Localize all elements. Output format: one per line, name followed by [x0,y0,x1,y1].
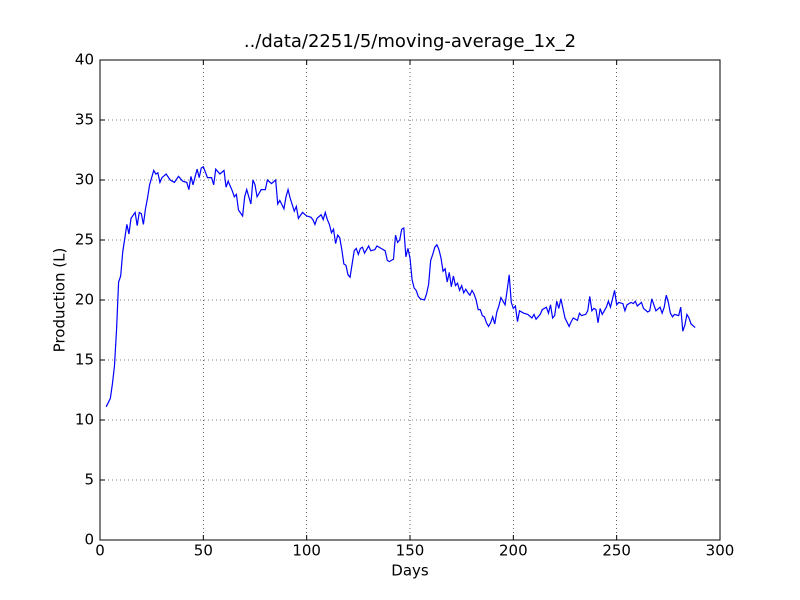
x-tick-label: 200 [499,542,528,560]
y-tick-label: 40 [75,51,94,69]
x-tick-label: 50 [194,542,213,560]
y-tick-label: 35 [75,111,94,129]
y-tick-label: 0 [84,531,94,549]
x-tick-label: 300 [706,542,735,560]
y-tick-label: 30 [75,171,94,189]
data-line [105,165,696,408]
x-tick-label: 250 [602,542,631,560]
x-axis-label: Days [391,562,429,580]
x-tick-label: 150 [396,542,425,560]
x-tick-label: 0 [95,542,105,560]
y-tick-label: 20 [75,291,94,309]
y-tick-label: 25 [75,231,94,249]
y-tick-label: 10 [75,411,94,429]
x-tick-label: 100 [292,542,321,560]
plot-frame [99,59,721,541]
y-axis-label: Production (L) [51,248,69,353]
y-tick-label: 15 [75,351,94,369]
chart-title: ../data/2251/5/moving-average_1x_2 [244,31,576,52]
y-tick-label: 5 [84,471,94,489]
